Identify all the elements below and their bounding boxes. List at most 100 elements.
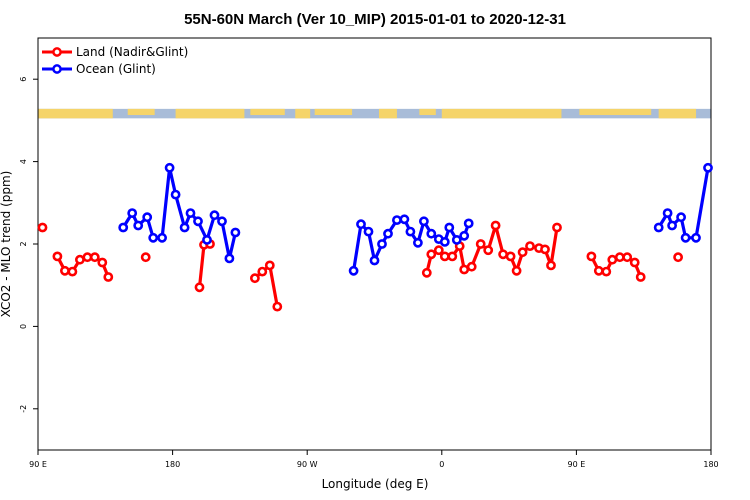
data-point: [356, 219, 366, 230]
data-point: [703, 162, 713, 173]
y-tick-label: 0: [19, 324, 28, 329]
data-point: [75, 254, 85, 265]
data-point: [635, 272, 646, 282]
data-point: [622, 252, 633, 263]
data-point: [691, 232, 701, 243]
data-point: [629, 257, 640, 268]
series-layer: [37, 162, 713, 312]
data-point: [540, 244, 550, 255]
series-line: [657, 167, 710, 240]
data-point: [257, 266, 268, 277]
data-point: [667, 220, 677, 231]
data-point: [412, 237, 423, 248]
data-point: [662, 208, 673, 218]
data-point: [60, 265, 70, 276]
data-point: [421, 267, 432, 278]
data-point: [348, 265, 359, 276]
data-point: [426, 249, 437, 260]
data-point: [552, 222, 562, 233]
data-point: [140, 252, 151, 263]
map-strip-land: [175, 108, 245, 119]
data-point: [653, 222, 664, 233]
data-point: [194, 282, 205, 293]
data-point: [444, 222, 455, 233]
data-point: [593, 265, 604, 276]
data-point: [426, 228, 437, 239]
x-tick-label: 180: [165, 460, 180, 469]
data-point: [272, 301, 283, 312]
data-point: [97, 257, 108, 268]
data-point: [164, 162, 175, 173]
data-point: [601, 266, 612, 277]
series-line: [197, 242, 211, 288]
data-point: [418, 216, 429, 227]
x-tick-label: 0: [439, 460, 444, 469]
data-point: [230, 227, 241, 238]
series-land: [37, 220, 683, 312]
data-point: [193, 216, 203, 227]
data-point: [179, 222, 190, 233]
map-strip-land: [419, 108, 436, 116]
legend-marker-land: [52, 47, 62, 57]
data-point: [103, 272, 114, 282]
y-axis: -2 0 2 4 6: [19, 77, 38, 413]
data-point: [202, 234, 212, 245]
data-point: [466, 261, 477, 272]
map-strip: [38, 108, 711, 119]
data-point: [209, 210, 220, 221]
y-tick-label: 6: [19, 77, 28, 82]
data-point: [680, 232, 691, 243]
data-point: [439, 251, 450, 262]
map-strip-land: [579, 108, 652, 116]
data-point: [249, 273, 260, 284]
data-point: [451, 234, 462, 245]
data-point: [546, 260, 556, 271]
data-point: [369, 255, 380, 266]
data-point: [498, 249, 508, 260]
data-point: [463, 218, 474, 229]
data-point: [89, 252, 100, 263]
data-point: [127, 208, 138, 218]
map-strip-land: [658, 108, 697, 119]
data-point: [459, 230, 470, 241]
x-axis: 90 E 180 90 W 0 90 E 180: [29, 450, 719, 469]
y-tick-label: 2: [19, 241, 28, 246]
x-tick-label: 90 W: [297, 460, 318, 469]
data-point: [185, 208, 196, 218]
data-point: [586, 251, 597, 262]
data-point: [525, 241, 535, 251]
data-point: [264, 260, 275, 271]
map-strip-land: [314, 108, 353, 116]
plot-frame: [37, 37, 712, 451]
data-point: [52, 251, 63, 262]
data-point: [447, 251, 458, 262]
data-point: [483, 245, 494, 256]
map-strip-land: [127, 108, 155, 116]
data-point: [363, 226, 374, 237]
data-point: [405, 226, 416, 237]
data-point: [157, 232, 167, 243]
map-strip-land: [295, 108, 311, 119]
x-tick-label: 180: [703, 460, 718, 469]
map-strip-land: [378, 108, 397, 119]
series-ocean: [118, 162, 713, 276]
data-point: [505, 251, 516, 262]
data-point: [459, 264, 470, 275]
data-point: [118, 222, 129, 233]
data-point: [383, 228, 393, 239]
data-point: [673, 252, 683, 263]
data-point: [377, 239, 387, 249]
data-point: [511, 265, 522, 276]
data-point: [399, 214, 410, 225]
data-point: [148, 232, 159, 243]
data-point: [490, 220, 501, 231]
x-tick-label: 90 E: [568, 460, 586, 469]
map-strip-land: [250, 108, 285, 116]
legend: Land (Nadir&Glint) Ocean (Glint): [42, 45, 188, 76]
data-point: [67, 266, 78, 277]
data-point: [439, 236, 450, 247]
data-point: [676, 212, 686, 223]
map-strip-land: [441, 108, 562, 119]
data-point: [142, 212, 153, 223]
